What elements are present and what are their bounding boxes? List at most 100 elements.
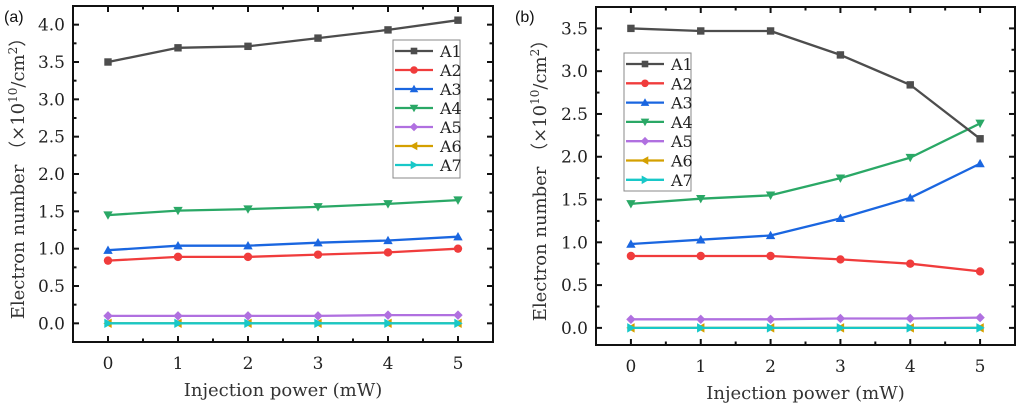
legend-item: A5 [626, 132, 693, 151]
y-tick-label: 1.0 [561, 233, 588, 253]
x-tick-label: 2 [765, 357, 776, 377]
legend-marker-diamond-icon [640, 136, 650, 146]
data-point-a1 [627, 24, 635, 33]
legend-marker-triangle-up-icon [409, 84, 419, 93]
data-point-a2 [906, 259, 915, 268]
data-point-a4 [626, 200, 636, 209]
legend-label: A2 [439, 61, 462, 80]
data-point-a3 [626, 239, 636, 248]
x-tick-label: 4 [905, 357, 916, 377]
data-point-a1 [697, 27, 705, 35]
legend-label: A1 [439, 42, 462, 61]
legend-label: A2 [670, 74, 693, 93]
legend-marker-triangle-left-icon [409, 141, 418, 151]
series-line [630, 254, 981, 273]
x-tick-label: 3 [313, 354, 324, 374]
series-a4 [626, 119, 985, 209]
data-point-a7 [766, 323, 776, 333]
series-line [107, 235, 459, 252]
data-point-a2 [243, 252, 253, 262]
series-a7 [627, 323, 985, 333]
data-point-a1 [454, 16, 462, 24]
data-point-a2 [173, 252, 183, 262]
panel-label: (a) [4, 9, 24, 26]
data-point-a3 [765, 230, 776, 240]
series-line [107, 19, 459, 64]
data-point-a3 [453, 232, 463, 241]
x-tick-label: 1 [695, 357, 706, 377]
data-point-a7 [314, 318, 323, 329]
legend-marker-diamond-icon [409, 122, 419, 132]
y-axis-label-suffix: ） [530, 31, 551, 49]
x-tick-label: 1 [173, 354, 184, 374]
series-a3 [103, 232, 463, 254]
data-point-a5 [173, 311, 183, 321]
data-point-a1 [104, 58, 112, 66]
data-point-a2 [766, 251, 775, 261]
y-tick-label: 3.0 [38, 90, 65, 110]
data-point-a3 [173, 240, 183, 250]
legend-label: A4 [670, 113, 693, 132]
legend-label: A1 [670, 55, 693, 74]
y-axis-label-main: Electron number [530, 161, 551, 321]
data-point-a3 [905, 193, 915, 202]
data-point-a7 [384, 318, 393, 329]
data-point-a3 [313, 237, 323, 247]
x-tick-label: 5 [453, 354, 464, 374]
data-point-a4 [103, 211, 113, 220]
legend-item: A3 [395, 80, 462, 99]
x-tick-label: 5 [975, 357, 986, 377]
series-a2 [103, 244, 463, 265]
legend-label: A3 [670, 94, 693, 113]
legend-label: A5 [670, 132, 693, 151]
data-point-a3 [383, 235, 393, 245]
data-point-a2 [626, 251, 636, 261]
series-line [630, 316, 981, 321]
data-point-a1 [314, 34, 322, 42]
data-point-a2 [383, 248, 393, 257]
data-point-a2 [103, 256, 113, 265]
y-tick-label: 1.5 [561, 191, 588, 211]
data-point-a7 [906, 323, 915, 333]
data-point-a4 [905, 153, 915, 163]
legend-label: A5 [439, 118, 462, 137]
series-line [107, 198, 459, 217]
data-point-a3 [975, 158, 985, 168]
series-a4 [103, 196, 463, 220]
legend-marker-triangle-right-icon [410, 160, 419, 170]
x-tick-label: 4 [383, 354, 394, 374]
legend-item: A7 [395, 156, 462, 175]
y-axis-label: Electron number （×1010/cm2） [528, 31, 551, 322]
data-point-a7 [976, 323, 985, 333]
legend-item: A7 [626, 171, 693, 190]
data-point-a7 [174, 318, 183, 329]
data-point-a5 [313, 311, 323, 321]
series-a1 [104, 16, 462, 66]
x-axis-label: Injection power (mW) [706, 383, 905, 404]
series-a1 [627, 24, 984, 143]
series-line [630, 122, 981, 205]
data-point-a4 [696, 194, 706, 204]
y-axis-label-exponent: 10 [528, 90, 542, 105]
y-tick-label: 2.0 [38, 165, 65, 185]
chart-panel-a: (a) 0.0 0.5 1.0 1.5 2.0 2.5 3.0 3.5 4.0 0 1 2 3 4 5 Inje… [4, 5, 494, 401]
y-axis-label-main: Electron number [8, 159, 29, 319]
y-tick-label: 2.0 [561, 148, 588, 168]
series-a7 [104, 318, 463, 329]
legend-item: A1 [395, 42, 462, 61]
legend-label: A7 [439, 156, 462, 175]
legend-marker-triangle-left-icon [640, 156, 649, 165]
data-point-a5 [835, 313, 846, 324]
data-point-a4 [173, 206, 183, 216]
y-tick-label: 2.5 [561, 105, 588, 125]
data-point-a5 [626, 314, 636, 325]
legend-item: A2 [395, 61, 462, 80]
x-tick-label: 3 [835, 357, 846, 377]
chart-panel-b: (b) 0.0 0.5 1.0 1.5 2.0 2.5 3.0 3.5 0 1 2 3 4 5 Injecti… [515, 6, 1016, 404]
legend-item: A4 [395, 99, 462, 118]
plot-area [626, 24, 985, 333]
y-axis-label: Electron number （×1010/cm2） [6, 29, 29, 320]
series-a3 [626, 158, 985, 248]
